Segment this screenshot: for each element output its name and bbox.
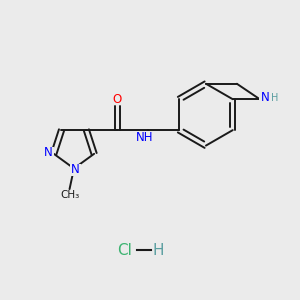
Bar — [43, 147, 54, 158]
Text: N: N — [71, 163, 80, 176]
Bar — [112, 94, 123, 105]
Bar — [259, 92, 270, 103]
Text: H: H — [271, 94, 278, 103]
Text: O: O — [113, 93, 122, 106]
Text: N: N — [44, 146, 53, 159]
Text: H: H — [152, 243, 164, 258]
Text: NH: NH — [136, 131, 154, 144]
Bar — [135, 132, 154, 144]
Bar — [70, 164, 81, 176]
Text: CH₃: CH₃ — [60, 190, 79, 200]
Text: Cl: Cl — [117, 243, 131, 258]
Text: N: N — [260, 91, 269, 104]
